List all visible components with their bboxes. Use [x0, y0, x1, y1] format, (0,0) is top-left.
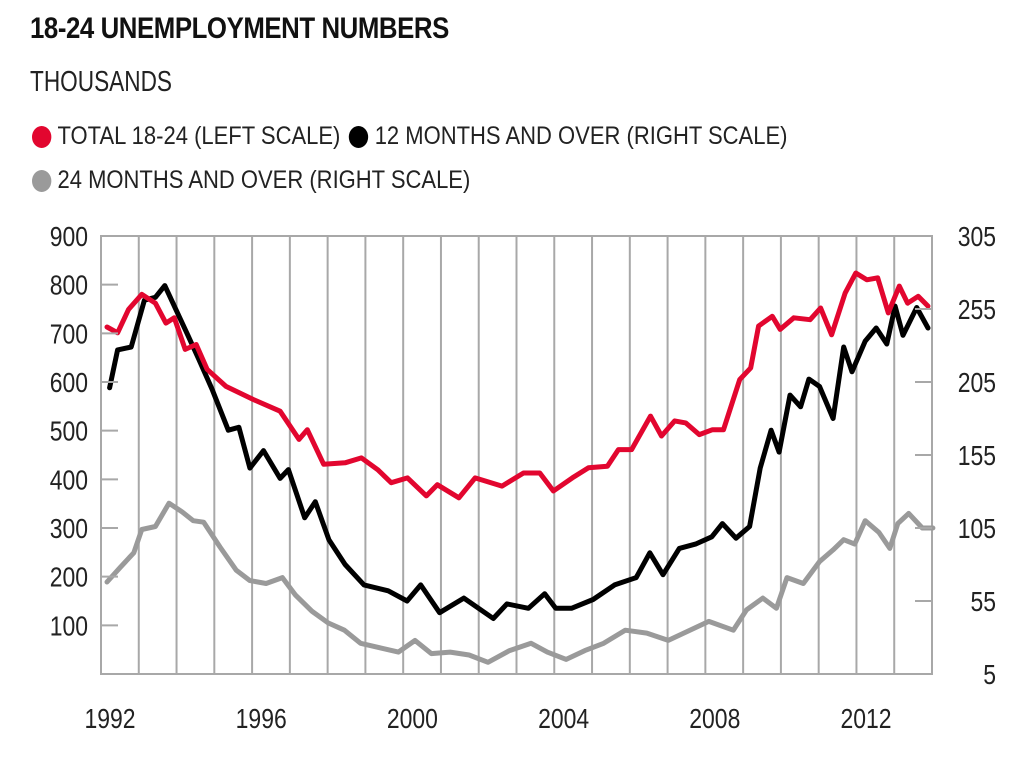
x-tick-label: 1996: [236, 704, 287, 735]
right-tick-label: 55: [970, 587, 996, 618]
black-dot-icon: [349, 125, 369, 148]
series-layer: [104, 270, 936, 665]
x-tick-label: 2008: [689, 704, 740, 735]
x-tick-label: 2004: [538, 704, 589, 735]
right-tick-label: 205: [958, 368, 996, 399]
left-tick-label: 100: [50, 611, 88, 642]
right-tick-label: 255: [958, 295, 996, 326]
gray-dot-icon: [32, 169, 52, 192]
red-dot-icon: [32, 125, 52, 148]
left-tick-label: 400: [50, 465, 88, 496]
x-tick-label: 2012: [840, 704, 891, 735]
left-tick-label: 500: [50, 417, 88, 448]
right-tick-label: 155: [958, 441, 996, 472]
legend-label-total: TOTAL 18-24 (LEFT SCALE): [57, 122, 341, 150]
series-12-months-over-group: [107, 283, 931, 621]
series-24-months-over-group: [104, 500, 936, 665]
right-tick-label: 5: [983, 660, 996, 691]
grid-layer: [100, 235, 933, 675]
legend-item-12-months: 12 MONTHS AND OVER (RIGHT SCALE): [349, 122, 787, 151]
x-tick-label: 1992: [84, 704, 135, 735]
left-tick-label: 900: [50, 222, 88, 253]
left-tick-label: 700: [50, 319, 88, 350]
series-24-months-over-line: [104, 500, 936, 665]
legend-item-total: TOTAL 18-24 (LEFT SCALE): [32, 122, 340, 151]
x-tick-label: 2000: [387, 704, 438, 735]
left-tick-label: 200: [50, 563, 88, 594]
right-tick-label: 105: [958, 514, 996, 545]
chart-subtitle: THOUSANDS: [30, 66, 173, 98]
chart-title: 18-24 UNEMPLOYMENT NUMBERS: [30, 12, 449, 45]
legend-row-2: 24 MONTHS AND OVER (RIGHT SCALE): [32, 166, 479, 195]
left-tick-label: 300: [50, 514, 88, 545]
right-tick-label: 305: [958, 222, 996, 253]
axis-layer: 900 800 700 600 500 400 300 200 100 305 255 205 155 1…: [50, 222, 996, 735]
left-tick-label: 600: [50, 368, 88, 399]
legend-row-1: TOTAL 18-24 (LEFT SCALE) 12 MONTHS AND O…: [32, 122, 796, 151]
legend-item-24-months: 24 MONTHS AND OVER (RIGHT SCALE): [32, 166, 470, 195]
legend-label-12-months: 12 MONTHS AND OVER (RIGHT SCALE): [374, 122, 788, 150]
series-12-months-over-line: [107, 283, 931, 621]
left-tick-label: 800: [50, 271, 88, 302]
legend-label-24-months: 24 MONTHS AND OVER (RIGHT SCALE): [57, 166, 471, 194]
